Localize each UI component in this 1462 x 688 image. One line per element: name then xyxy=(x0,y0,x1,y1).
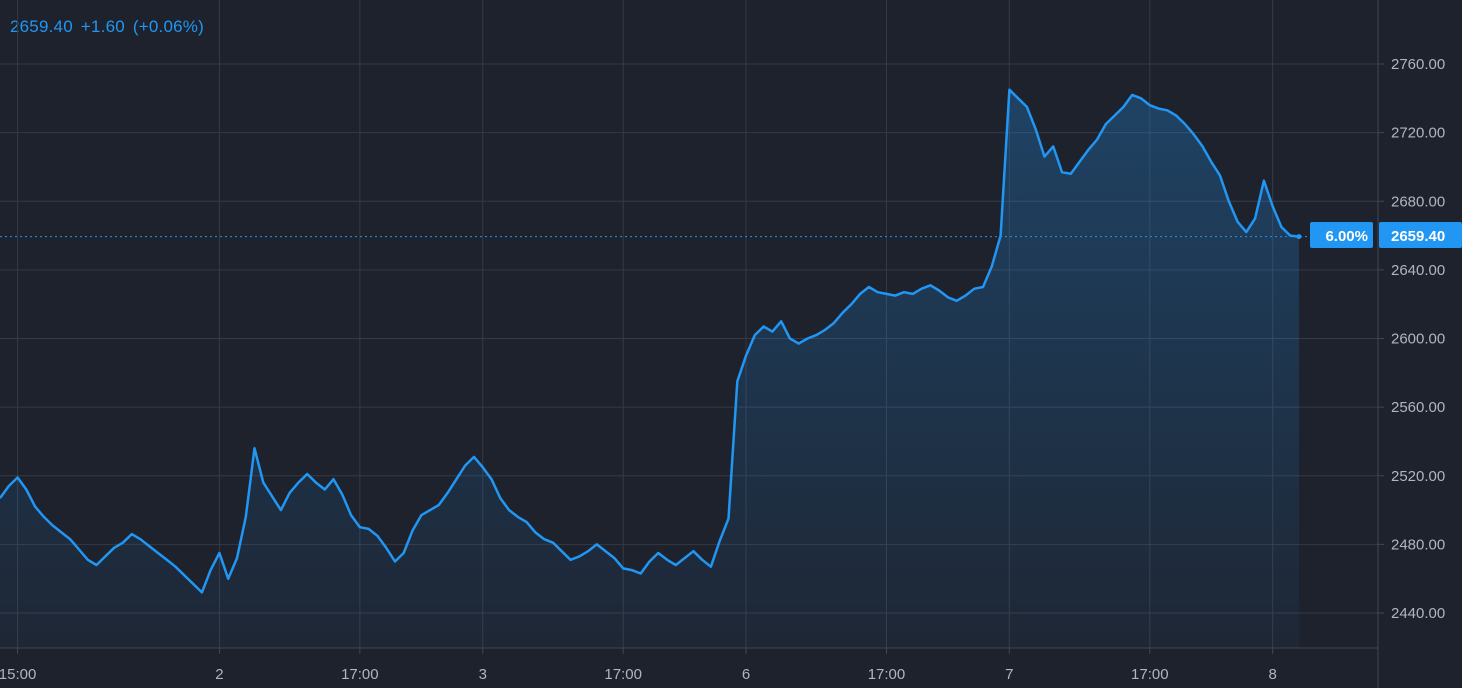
last-price-line xyxy=(0,234,1310,240)
x-tick-label: 17:00 xyxy=(604,666,642,683)
x-axis[interactable]: 15:00 2 17:00 3 17:00 6 17:00 7 17:00 8 xyxy=(0,648,1277,683)
x-tick-label: 15:00 xyxy=(0,666,36,683)
price-change-percent: (+0.06%) xyxy=(132,17,204,36)
x-tick-label: 17:00 xyxy=(868,666,906,683)
pct-label: 6.00% xyxy=(1325,228,1368,245)
series-area xyxy=(0,89,1299,648)
price-labels: 6.00% 2659.40 xyxy=(1310,222,1462,248)
x-tick-label: 7 xyxy=(1005,666,1013,683)
x-tick-label: 3 xyxy=(479,666,487,683)
series-path xyxy=(0,88,1300,594)
price-change: +1.60 xyxy=(80,17,125,36)
price-label-bg xyxy=(1379,222,1462,248)
x-tick-label: 17:00 xyxy=(341,666,379,683)
y-tick-label: 2640.00 xyxy=(1391,262,1445,279)
y-axis[interactable]: 2440.00 2480.00 2520.00 2560.00 2600.00 2640.… xyxy=(1378,56,1445,622)
price-label: 2659.40 xyxy=(1391,228,1445,245)
x-tick-label: 17:00 xyxy=(1131,666,1169,683)
y-tick-label: 2720.00 xyxy=(1391,125,1445,142)
y-tick-label: 2560.00 xyxy=(1391,399,1445,416)
y-tick-label: 2440.00 xyxy=(1391,605,1445,622)
last-price: 2659.40 xyxy=(10,17,73,36)
price-header: 2659.40 +1.60 (+0.06%) xyxy=(10,17,212,37)
x-tick-label: 2 xyxy=(215,666,223,683)
x-tick-label: 6 xyxy=(742,666,750,683)
area-fill xyxy=(0,89,1299,648)
last-point xyxy=(1296,234,1302,240)
y-tick-label: 2480.00 xyxy=(1391,536,1445,553)
pct-label-bg xyxy=(1310,222,1373,248)
y-tick-label: 2520.00 xyxy=(1391,468,1445,485)
series-line xyxy=(0,88,1300,594)
x-tick-label: 8 xyxy=(1268,666,1276,683)
y-tick-label: 2680.00 xyxy=(1391,193,1445,210)
y-tick-label: 2600.00 xyxy=(1391,331,1445,348)
y-tick-label: 2760.00 xyxy=(1391,56,1445,73)
